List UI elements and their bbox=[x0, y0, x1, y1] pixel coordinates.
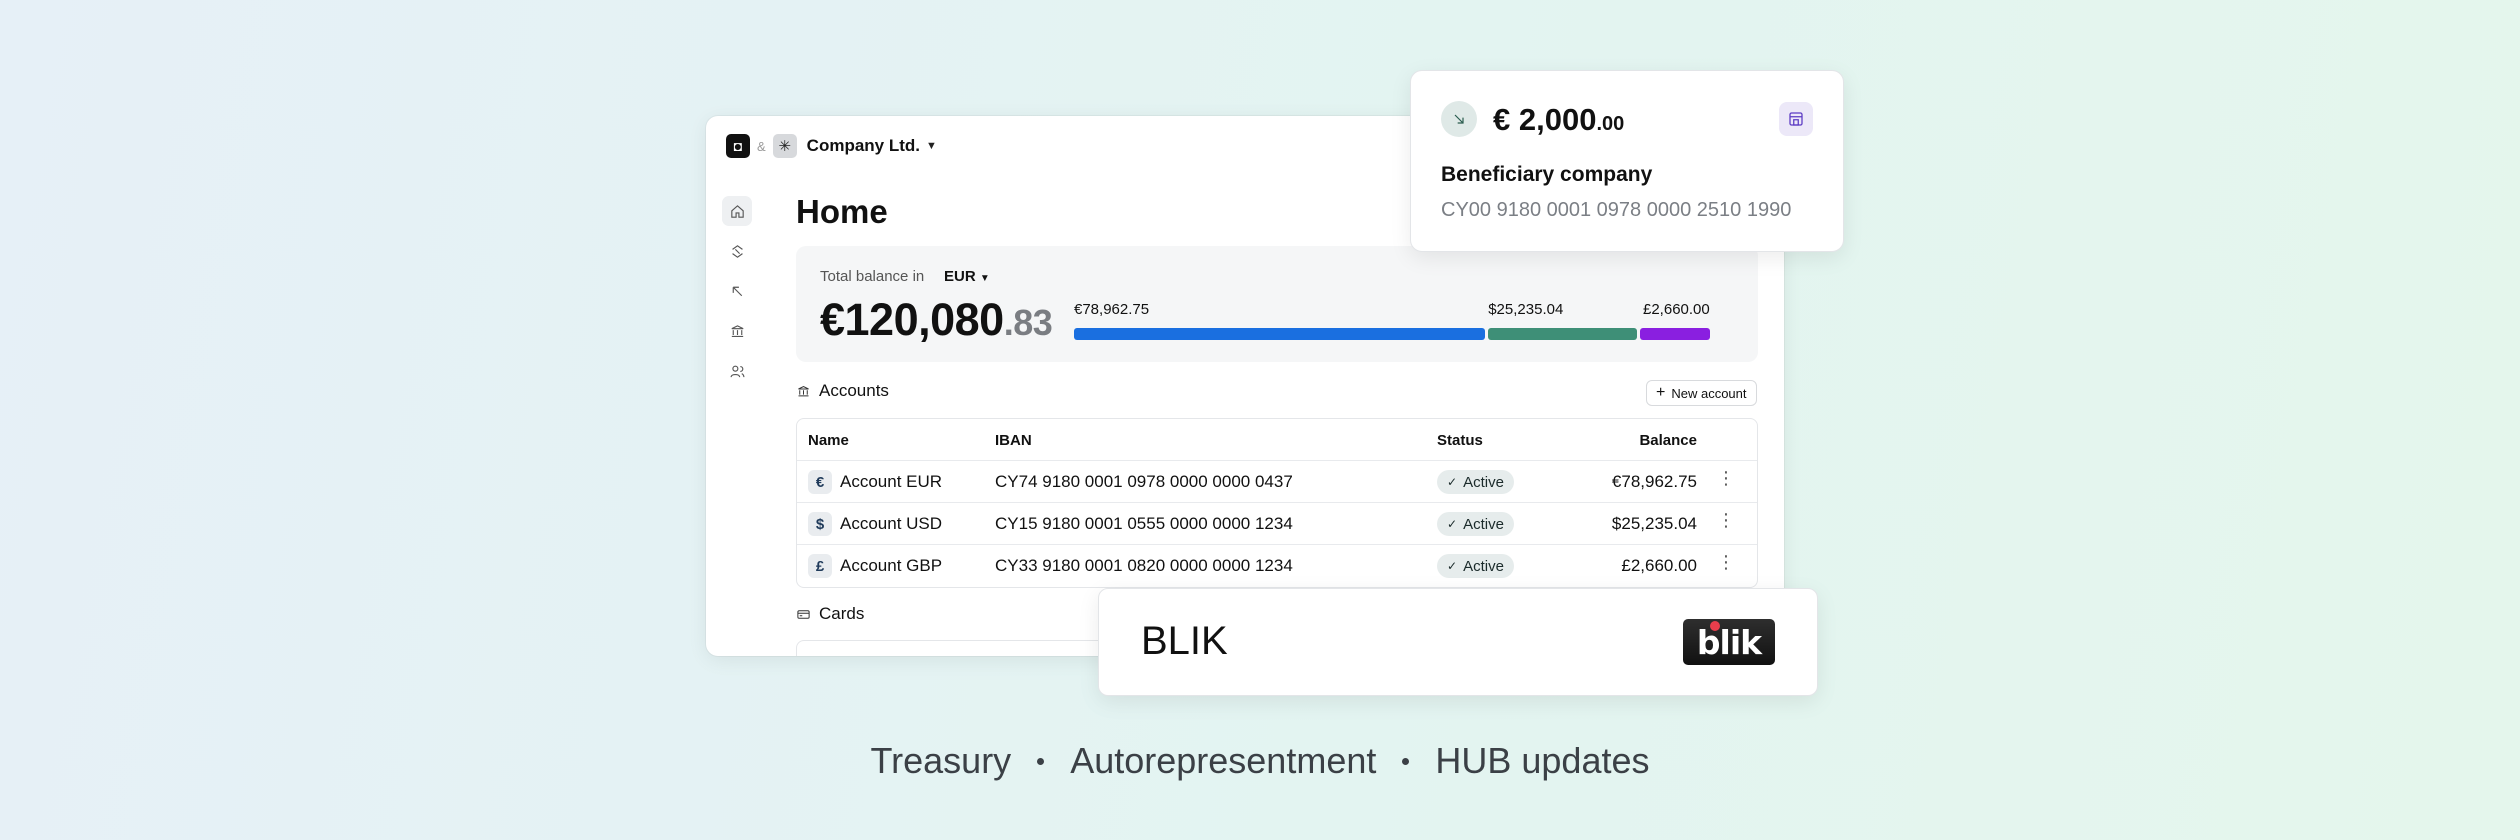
new-account-button[interactable]: + New account bbox=[1646, 380, 1757, 406]
sidebar-item-outgoing[interactable] bbox=[722, 276, 752, 306]
total-balance-amount: €120,080.83 bbox=[820, 294, 1053, 346]
balance-bar-gbp bbox=[1640, 328, 1710, 340]
bank-icon bbox=[731, 324, 743, 337]
account-iban: CY74 9180 0001 0978 0000 0000 0437 bbox=[995, 472, 1293, 491]
home-icon bbox=[730, 204, 744, 218]
status-badge: ✓ Active bbox=[1437, 470, 1514, 494]
account-balance: £2,660.00 bbox=[1621, 556, 1697, 575]
card-icon bbox=[797, 609, 810, 619]
balance-bar-usd bbox=[1488, 328, 1637, 340]
sidebar-item-transfers[interactable] bbox=[722, 236, 752, 266]
check-icon: ✓ bbox=[1447, 475, 1458, 489]
status-text: Active bbox=[1463, 515, 1504, 533]
total-balance-card: Total balance in EUR ▼ €120,080.83 €78,9… bbox=[796, 246, 1758, 362]
account-name: Account USD bbox=[840, 514, 943, 533]
accounts-title: Accounts bbox=[819, 381, 889, 400]
balance-bar-eur bbox=[1074, 328, 1486, 340]
column-iban[interactable]: IBAN bbox=[995, 432, 1032, 449]
users-icon bbox=[730, 365, 744, 377]
payment-card[interactable]: € 2,000.00 Beneficiary company CY00 9180… bbox=[1410, 70, 1844, 252]
plus-icon: + bbox=[1656, 384, 1666, 401]
bank-building-icon bbox=[1779, 102, 1813, 136]
table-row[interactable]: $ Account USD CY15 9180 0001 0555 0000 0… bbox=[797, 503, 1757, 545]
chevron-down-icon[interactable]: ▼ bbox=[926, 140, 937, 152]
more-options-icon[interactable]: ⋮ bbox=[1717, 468, 1735, 488]
balance-main: €120,080 bbox=[820, 294, 1004, 345]
column-status[interactable]: Status bbox=[1437, 432, 1483, 449]
account-balance: €78,962.75 bbox=[1611, 472, 1697, 491]
bar-label-gbp: £2,660.00 bbox=[1643, 301, 1710, 318]
company-logo: ✳ bbox=[772, 134, 797, 158]
bank-icon bbox=[798, 385, 809, 396]
currency-value: EUR bbox=[944, 268, 976, 285]
blik-title: BLIK bbox=[1141, 619, 1228, 663]
account-iban: CY15 9180 0001 0555 0000 0000 1234 bbox=[995, 514, 1293, 533]
accounts-header: Accounts bbox=[796, 381, 889, 401]
page-title: Home bbox=[796, 193, 888, 230]
check-icon: ✓ bbox=[1447, 559, 1458, 573]
blik-logo-text: blik bbox=[1696, 622, 1762, 662]
bullet-separator bbox=[1402, 757, 1410, 765]
payment-cents: .00 bbox=[1596, 113, 1625, 135]
company-switcher[interactable]: ◘ & ✳ Company Ltd. ▼ bbox=[726, 133, 937, 159]
beneficiary-iban: CY00 9180 0001 0978 0000 2510 1990 bbox=[1441, 199, 1792, 221]
balance-cents: .83 bbox=[1003, 302, 1053, 343]
payment-main: € 2,000 bbox=[1493, 102, 1597, 137]
sidebar-item-team[interactable] bbox=[722, 356, 752, 386]
incoming-icon bbox=[1441, 101, 1477, 137]
outgoing-icon bbox=[732, 286, 742, 296]
accounts-table: Name IBAN Status Balance € Account EUR C… bbox=[796, 418, 1758, 588]
status-text: Active bbox=[1463, 557, 1504, 575]
check-icon: ✓ bbox=[1447, 517, 1458, 531]
pound-icon: £ bbox=[808, 554, 832, 578]
table-header: Name IBAN Status Balance bbox=[797, 419, 1757, 461]
bar-label-usd: $25,235.04 bbox=[1488, 301, 1564, 318]
dollar-icon: $ bbox=[808, 512, 832, 536]
brand-logo: ◘ bbox=[726, 134, 750, 158]
status-text: Active bbox=[1463, 473, 1504, 491]
tagline-item-hub-updates: HUB updates bbox=[1435, 740, 1650, 781]
account-name: Account GBP bbox=[840, 556, 943, 575]
table-row[interactable]: € Account EUR CY74 9180 0001 0978 0000 0… bbox=[797, 461, 1757, 503]
cards-table bbox=[796, 640, 1106, 656]
column-balance[interactable]: Balance bbox=[1639, 432, 1697, 449]
sidebar-item-home[interactable] bbox=[722, 196, 752, 226]
company-name[interactable]: Company Ltd. bbox=[806, 136, 921, 155]
payment-amount: € 2,000.00 bbox=[1493, 102, 1624, 138]
new-account-label: New account bbox=[1671, 385, 1747, 401]
table-row[interactable]: £ Account GBP CY33 9180 0001 0820 0000 0… bbox=[797, 545, 1757, 587]
more-options-icon[interactable]: ⋮ bbox=[1717, 510, 1735, 530]
bar-label-eur: €78,962.75 bbox=[1074, 301, 1150, 318]
tagline: Treasury Autorepresentment HUB updates bbox=[0, 740, 2520, 782]
blik-card[interactable]: BLIK blik bbox=[1098, 588, 1818, 696]
status-badge: ✓ Active bbox=[1437, 512, 1514, 536]
blik-logo-dot bbox=[1710, 621, 1720, 631]
transfers-icon bbox=[731, 244, 743, 258]
blik-logo: blik bbox=[1683, 619, 1775, 665]
beneficiary-name: Beneficiary company bbox=[1441, 163, 1653, 186]
account-balance: $25,235.04 bbox=[1611, 514, 1697, 533]
status-badge: ✓ Active bbox=[1437, 554, 1514, 578]
ampersand: & bbox=[757, 138, 766, 154]
currency-select[interactable]: EUR ▼ bbox=[944, 268, 990, 285]
more-options-icon[interactable]: ⋮ bbox=[1717, 552, 1735, 572]
account-iban: CY33 9180 0001 0820 0000 0000 1234 bbox=[995, 556, 1293, 575]
chevron-down-icon: ▼ bbox=[979, 273, 990, 284]
sidebar bbox=[722, 196, 752, 396]
cards-title: Cards bbox=[819, 604, 865, 623]
column-name[interactable]: Name bbox=[808, 432, 849, 449]
sidebar-item-accounts[interactable] bbox=[722, 316, 752, 346]
euro-icon: € bbox=[808, 470, 832, 494]
tagline-item-treasury: Treasury bbox=[870, 740, 1012, 781]
account-name: Account EUR bbox=[840, 472, 943, 491]
balance-label: Total balance in bbox=[820, 268, 925, 285]
bullet-separator bbox=[1037, 757, 1045, 765]
cards-header: Cards bbox=[796, 604, 864, 624]
tagline-item-autorepresentment: Autorepresentment bbox=[1070, 740, 1377, 781]
